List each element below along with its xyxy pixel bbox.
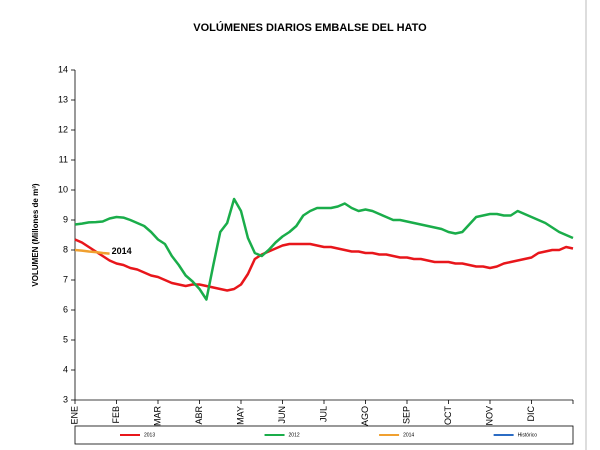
x-tick-label: DIC	[526, 406, 536, 422]
x-tick-label: NOV	[484, 406, 494, 426]
legend-box	[74, 425, 574, 445]
x-tick-label: ENE	[69, 406, 79, 425]
legend-label: Histórico	[518, 432, 538, 438]
x-tick-label: MAY	[235, 406, 245, 425]
y-axis-label: VOLUMEN (Millones de m³)	[31, 183, 40, 286]
x-tick-label: OCT	[443, 406, 453, 426]
series-line	[74, 248, 110, 255]
x-tick-label: SEP	[401, 406, 411, 424]
y-tick-label: 4	[63, 364, 68, 374]
series-line	[74, 197, 574, 301]
y-tick-label: 11	[59, 154, 68, 164]
x-tick-label: JUN	[277, 406, 287, 424]
y-tick-label: 6	[63, 304, 68, 314]
x-tick-label: MAR	[152, 406, 162, 427]
x-tick-label: ABR	[194, 406, 204, 425]
annotation: 2014	[112, 246, 132, 256]
legend-label: 2012	[289, 432, 300, 438]
y-tick-label: 3	[63, 394, 68, 404]
y-tick-label: 14	[58, 64, 68, 74]
y-tick-label: 8	[63, 244, 68, 254]
x-tick-label: JUL	[318, 406, 328, 422]
y-tick-label: 13	[58, 94, 68, 104]
y-tick-label: 10	[58, 184, 68, 194]
legend-label: 2014	[403, 432, 414, 438]
x-tick-label: FEB	[111, 406, 121, 424]
y-tick-label: 7	[63, 274, 68, 284]
x-tick-label: AGO	[360, 406, 370, 426]
y-tick-label: 12	[58, 124, 68, 134]
y-tick-label: 5	[63, 334, 68, 344]
y-tick-label: 9	[63, 214, 68, 224]
chart-title: VOLÚMENES DIARIOS EMBALSE DEL HATO	[193, 21, 427, 34]
legend-label: 2013	[144, 432, 155, 438]
series-line	[74, 238, 574, 292]
